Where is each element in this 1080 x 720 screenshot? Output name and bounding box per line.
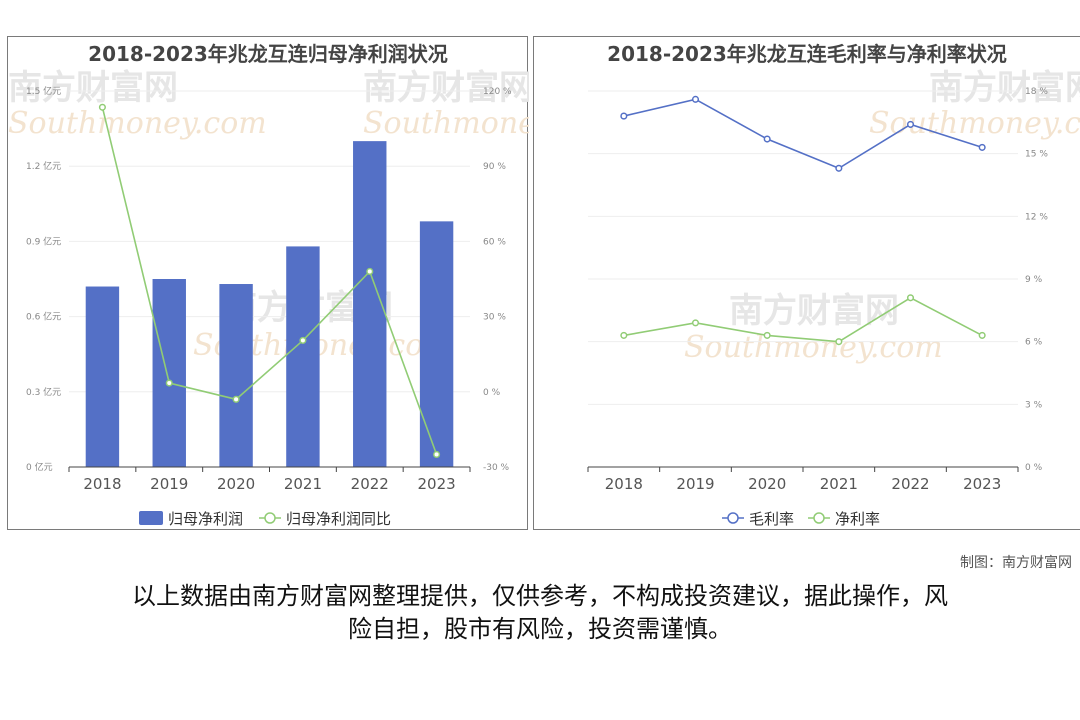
line-point bbox=[620, 331, 628, 339]
y-axis-ticks: 0 亿元 -30 % 0.3 亿元 0 % 0.6 亿元 30 % 0.9 亿元 60 % 1.… bbox=[26, 85, 512, 473]
bar bbox=[152, 279, 186, 467]
x-tick-label: 2019 bbox=[150, 475, 188, 493]
x-tick-label: 2019 bbox=[676, 475, 714, 493]
line-point bbox=[366, 267, 374, 276]
legend-marker bbox=[264, 512, 276, 524]
watermark-cn: 南方财富网 bbox=[729, 291, 899, 331]
disclaimer: 以上数据由南方财富网整理提供，仅供参考，不构成投资建议，据此操作，风 险自担，股… bbox=[40, 580, 1040, 646]
line-point bbox=[165, 379, 173, 387]
legend-label: 净利率 bbox=[835, 510, 880, 528]
yoy-line bbox=[101, 107, 438, 455]
bar bbox=[419, 221, 454, 467]
y-right-tick-label: -30 % bbox=[483, 463, 510, 473]
bar bbox=[286, 246, 320, 467]
x-tick-label: 2022 bbox=[351, 475, 389, 493]
y-right-tick-label: 90 % bbox=[483, 162, 506, 172]
line-point bbox=[232, 395, 240, 403]
x-tick-label: 2021 bbox=[820, 475, 858, 493]
disclaimer-line: 险自担，股市有风险，投资需谨慎。 bbox=[348, 615, 732, 643]
line-point bbox=[835, 164, 843, 172]
line-series bbox=[98, 103, 441, 459]
margin-chart-panel: 南方财富网 Southmoney.com 南方财富网 Southmoney.co… bbox=[533, 36, 1080, 530]
chart-credit: 制图：南方财富网 bbox=[960, 555, 1072, 571]
margin-chart: 南方财富网 Southmoney.com 南方财富网 Southmoney.co… bbox=[587, 42, 1080, 528]
y-left-tick-label: 0 亿元 bbox=[26, 461, 53, 473]
chart-title: 2018-2023年兆龙互连归母净利润状况 bbox=[88, 42, 448, 66]
legend-marker bbox=[727, 512, 739, 524]
bar bbox=[219, 284, 253, 467]
y-right-tick-label: 60 % bbox=[483, 237, 506, 247]
profit-chart-panel: 南方财富网 Southmoney.com 南方财富网 Southmoney.co… bbox=[7, 36, 529, 530]
x-tick-label: 2023 bbox=[417, 475, 455, 493]
legend-swatch-bar bbox=[139, 511, 163, 525]
legend-label: 归母净利润 bbox=[168, 510, 243, 528]
y-right-tick-label: 0 % bbox=[483, 388, 501, 398]
line-point bbox=[620, 112, 628, 120]
y-right-tick-label: 6 % bbox=[1025, 338, 1043, 348]
y-left-tick-label: 0.6 亿元 bbox=[26, 311, 61, 323]
line-series bbox=[620, 95, 986, 346]
line-point bbox=[691, 319, 700, 327]
series-line bbox=[623, 296, 983, 343]
line-point bbox=[835, 338, 843, 346]
y-left-tick-label: 0.3 亿元 bbox=[26, 386, 61, 398]
legend-label: 毛利率 bbox=[749, 510, 794, 528]
y-right-tick-label: 9 % bbox=[1025, 275, 1043, 285]
y-right-tick-label: 30 % bbox=[483, 313, 506, 323]
x-tick-label: 2020 bbox=[217, 475, 255, 493]
watermark-en: Southmoney.com bbox=[869, 106, 1080, 141]
watermark-layer: 南方财富网 Southmoney.com 南方财富网 Southmoney.co… bbox=[684, 68, 1080, 365]
line-point bbox=[433, 450, 441, 459]
y-left-tick-label: 0.9 亿元 bbox=[26, 235, 61, 247]
line-point bbox=[98, 103, 106, 111]
y-left-tick-label: 1.5 亿元 bbox=[26, 85, 61, 97]
x-axis: 2018 2019 2020 2021 2022 2023 bbox=[68, 466, 471, 493]
chart-title: 2018-2023年兆龙互连毛利率与净利率状况 bbox=[607, 42, 1007, 66]
line-point bbox=[906, 120, 915, 128]
bar bbox=[85, 286, 120, 467]
line-point bbox=[763, 331, 771, 339]
grid-lines bbox=[69, 90, 470, 393]
y-right-tick-label: 15 % bbox=[1025, 150, 1048, 160]
x-axis: 2018 2019 2020 2021 2022 2023 bbox=[587, 466, 1019, 493]
watermark-en: Southmoney.com bbox=[684, 330, 943, 365]
profit-chart: 南方财富网 Southmoney.com 南方财富网 Southmoney.co… bbox=[8, 42, 529, 528]
watermark-cn: 南方财富网 bbox=[929, 68, 1080, 108]
y-left-tick-label: 1.2 亿元 bbox=[26, 160, 61, 172]
watermark-en: Southmoney.com bbox=[8, 106, 267, 141]
legend-marker bbox=[813, 512, 825, 524]
x-tick-label: 2022 bbox=[891, 475, 929, 493]
line-point bbox=[299, 336, 307, 344]
y-axis-ticks: 0 % 3 % 6 % 9 % 12 % 15 % 18 % bbox=[1025, 87, 1048, 473]
y-right-tick-label: 18 % bbox=[1025, 87, 1048, 97]
legend: 毛利率 净利率 bbox=[722, 510, 880, 528]
series-line bbox=[623, 98, 983, 170]
watermark-cn: 南方财富网 bbox=[8, 68, 178, 108]
x-tick-label: 2021 bbox=[284, 475, 322, 493]
legend-label: 归母净利润同比 bbox=[286, 510, 391, 528]
line-point bbox=[978, 331, 986, 339]
x-tick-label: 2023 bbox=[963, 475, 1001, 493]
watermark-cn: 南方财富网 bbox=[363, 68, 529, 108]
legend: 归母净利润 归母净利润同比 bbox=[139, 510, 391, 528]
disclaimer-line: 以上数据由南方财富网整理提供，仅供参考，不构成投资建议，据此操作，风 bbox=[132, 582, 948, 610]
line-point bbox=[763, 135, 771, 143]
y-right-tick-label: 3 % bbox=[1025, 400, 1043, 410]
line-point bbox=[906, 294, 915, 302]
x-tick-label: 2018 bbox=[605, 475, 643, 493]
x-tick-label: 2018 bbox=[83, 475, 121, 493]
watermark-en: Southmoney.com bbox=[363, 106, 529, 141]
y-right-tick-label: 0 % bbox=[1025, 463, 1043, 473]
line-point bbox=[691, 95, 700, 103]
y-right-tick-label: 120 % bbox=[483, 87, 512, 97]
x-tick-label: 2020 bbox=[748, 475, 786, 493]
y-right-tick-label: 12 % bbox=[1025, 212, 1048, 222]
line-point bbox=[978, 143, 986, 151]
